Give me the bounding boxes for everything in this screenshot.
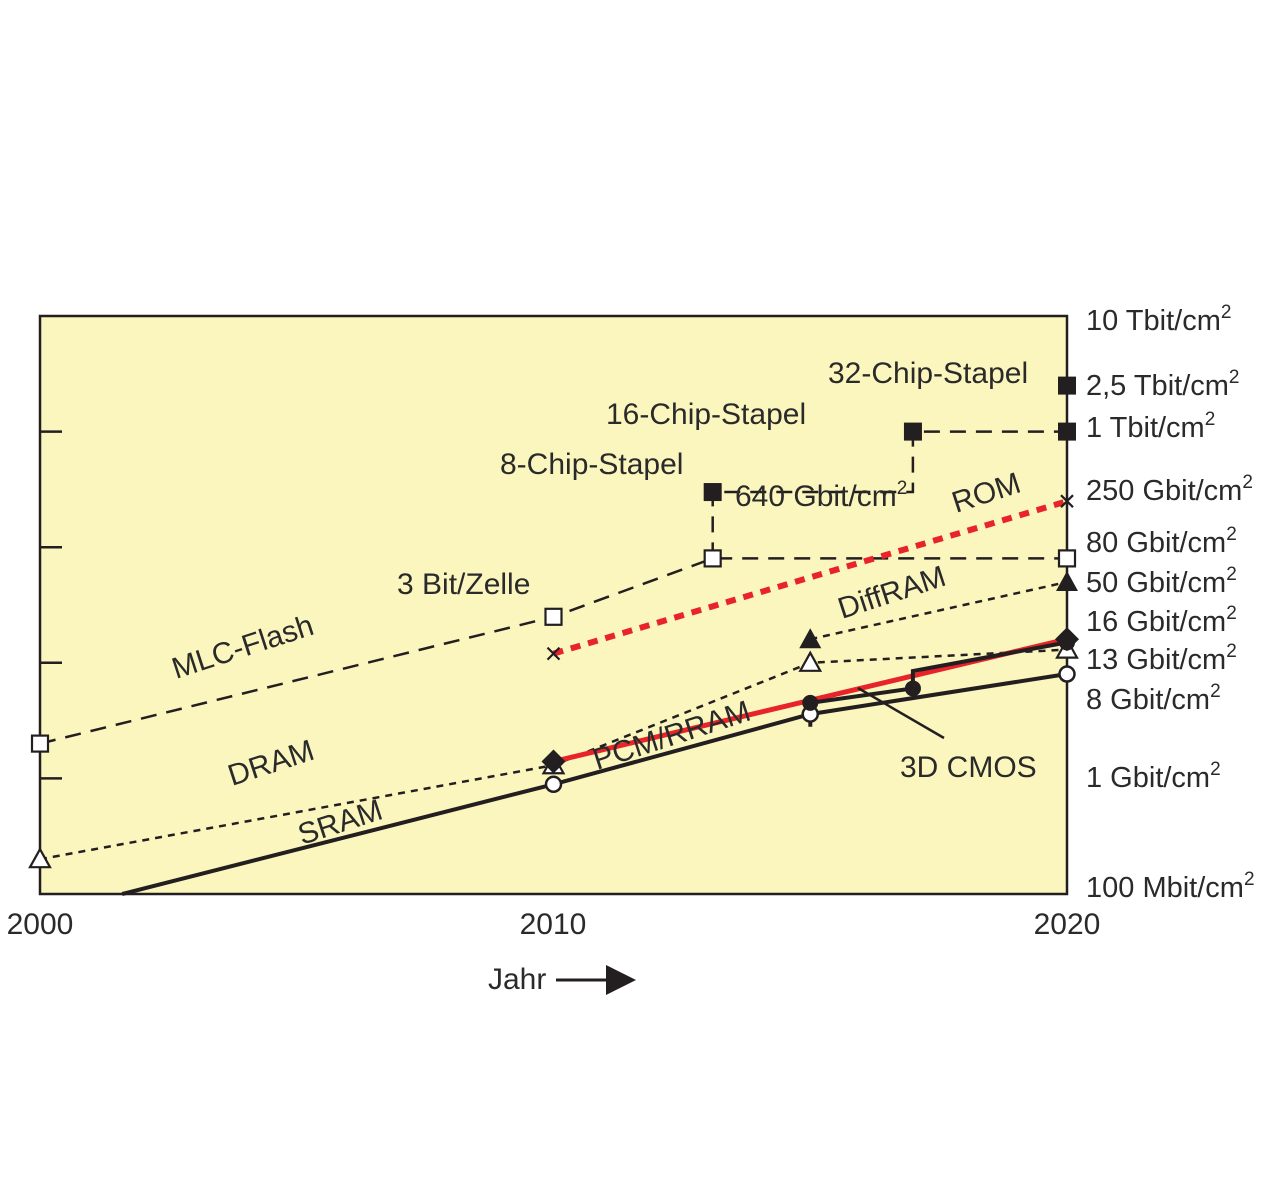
y-tick-label-8gbit: 8 Gbit/cm2 (1086, 681, 1221, 716)
annotation-32-chip-stapel: 32-Chip-Stapel (828, 357, 1028, 390)
left-axis-ticks (40, 430, 62, 780)
series-line-mlc-flash (39, 557, 1067, 745)
x-tick-label-2000: 2000 (7, 908, 74, 941)
y-tick-label-50gbit: 50 Gbit/cm2 (1086, 564, 1237, 599)
annotation-640-gbit: 640 Gbit/cm2 (735, 478, 907, 513)
series-line-diffram (810, 580, 1068, 641)
data-point-rom-0 (546, 646, 561, 661)
y-tick-label-13gbit: 13 Gbit/cm2 (1086, 641, 1237, 676)
data-point-mlc-flash-1 (544, 607, 563, 626)
data-point-3d-cmos-2 (904, 680, 921, 697)
marker-layer (28, 376, 1079, 869)
series-line-dram (39, 648, 1068, 861)
plot-area (38, 314, 1069, 896)
data-point-rom-1 (1060, 494, 1074, 508)
data-point-mlc-flash-2 (703, 549, 722, 568)
annotation-8-chip-stapel: 8-Chip-Stapel (500, 448, 683, 481)
y-tick-label-250gbit: 250 Gbit/cm2 (1086, 472, 1253, 507)
data-point-dram-2 (798, 650, 823, 672)
data-point-dram-0 (28, 846, 52, 869)
y-tick-label-80gbit: 80 Gbit/cm2 (1086, 524, 1237, 559)
annotation-3d-cmos: 3D CMOS (900, 751, 1037, 784)
data-point-mlc-flash-0 (30, 734, 50, 753)
data-point-diffram-1 (1056, 570, 1078, 591)
x-tick-label-2010: 2010 (520, 908, 587, 941)
data-point-diffram-0 (799, 628, 822, 649)
series-line-sram (121, 672, 1068, 896)
data-point-chip-stapel-4 (1058, 422, 1076, 441)
data-point-chip-stapel-3 (903, 422, 922, 441)
y-tick-label-10tbit: 10 Tbit/cm2 (1086, 302, 1231, 337)
y-tick-label-100mbit: 100 Mbit/cm2 (1086, 869, 1255, 904)
y-tick-label-2-5tbit: 2,5 Tbit/cm2 (1086, 367, 1239, 402)
data-point-sram-1 (544, 775, 563, 794)
data-point-sram-3 (1058, 665, 1076, 683)
y-tick-label-16gbit: 16 Gbit/cm2 (1086, 603, 1237, 638)
x-axis-label: Jahr (488, 963, 546, 996)
data-point-mlc-flash-3 (1057, 549, 1077, 568)
series-line-chip-stapel (711, 430, 1067, 559)
y-tick-label-1tbit: 1 Tbit/cm2 (1086, 409, 1215, 444)
annotation-3-bit-zelle: 3 Bit/Zelle (397, 568, 530, 601)
data-point-3d-cmos-4 (1059, 634, 1075, 651)
annotation-16-chip-stapel: 16-Chip-Stapel (606, 398, 806, 431)
x-tick-label-2020: 2020 (1034, 908, 1101, 941)
y-tick-label-1gbit: 1 Gbit/cm2 (1086, 759, 1221, 794)
data-point-pcm-rram-0 (541, 749, 566, 774)
data-point-extra-0 (1058, 376, 1076, 395)
data-point-3d-cmos-1 (802, 694, 819, 711)
data-point-chip-stapel-1 (703, 483, 722, 502)
annotation-3d-cmos-leader (857, 686, 945, 740)
